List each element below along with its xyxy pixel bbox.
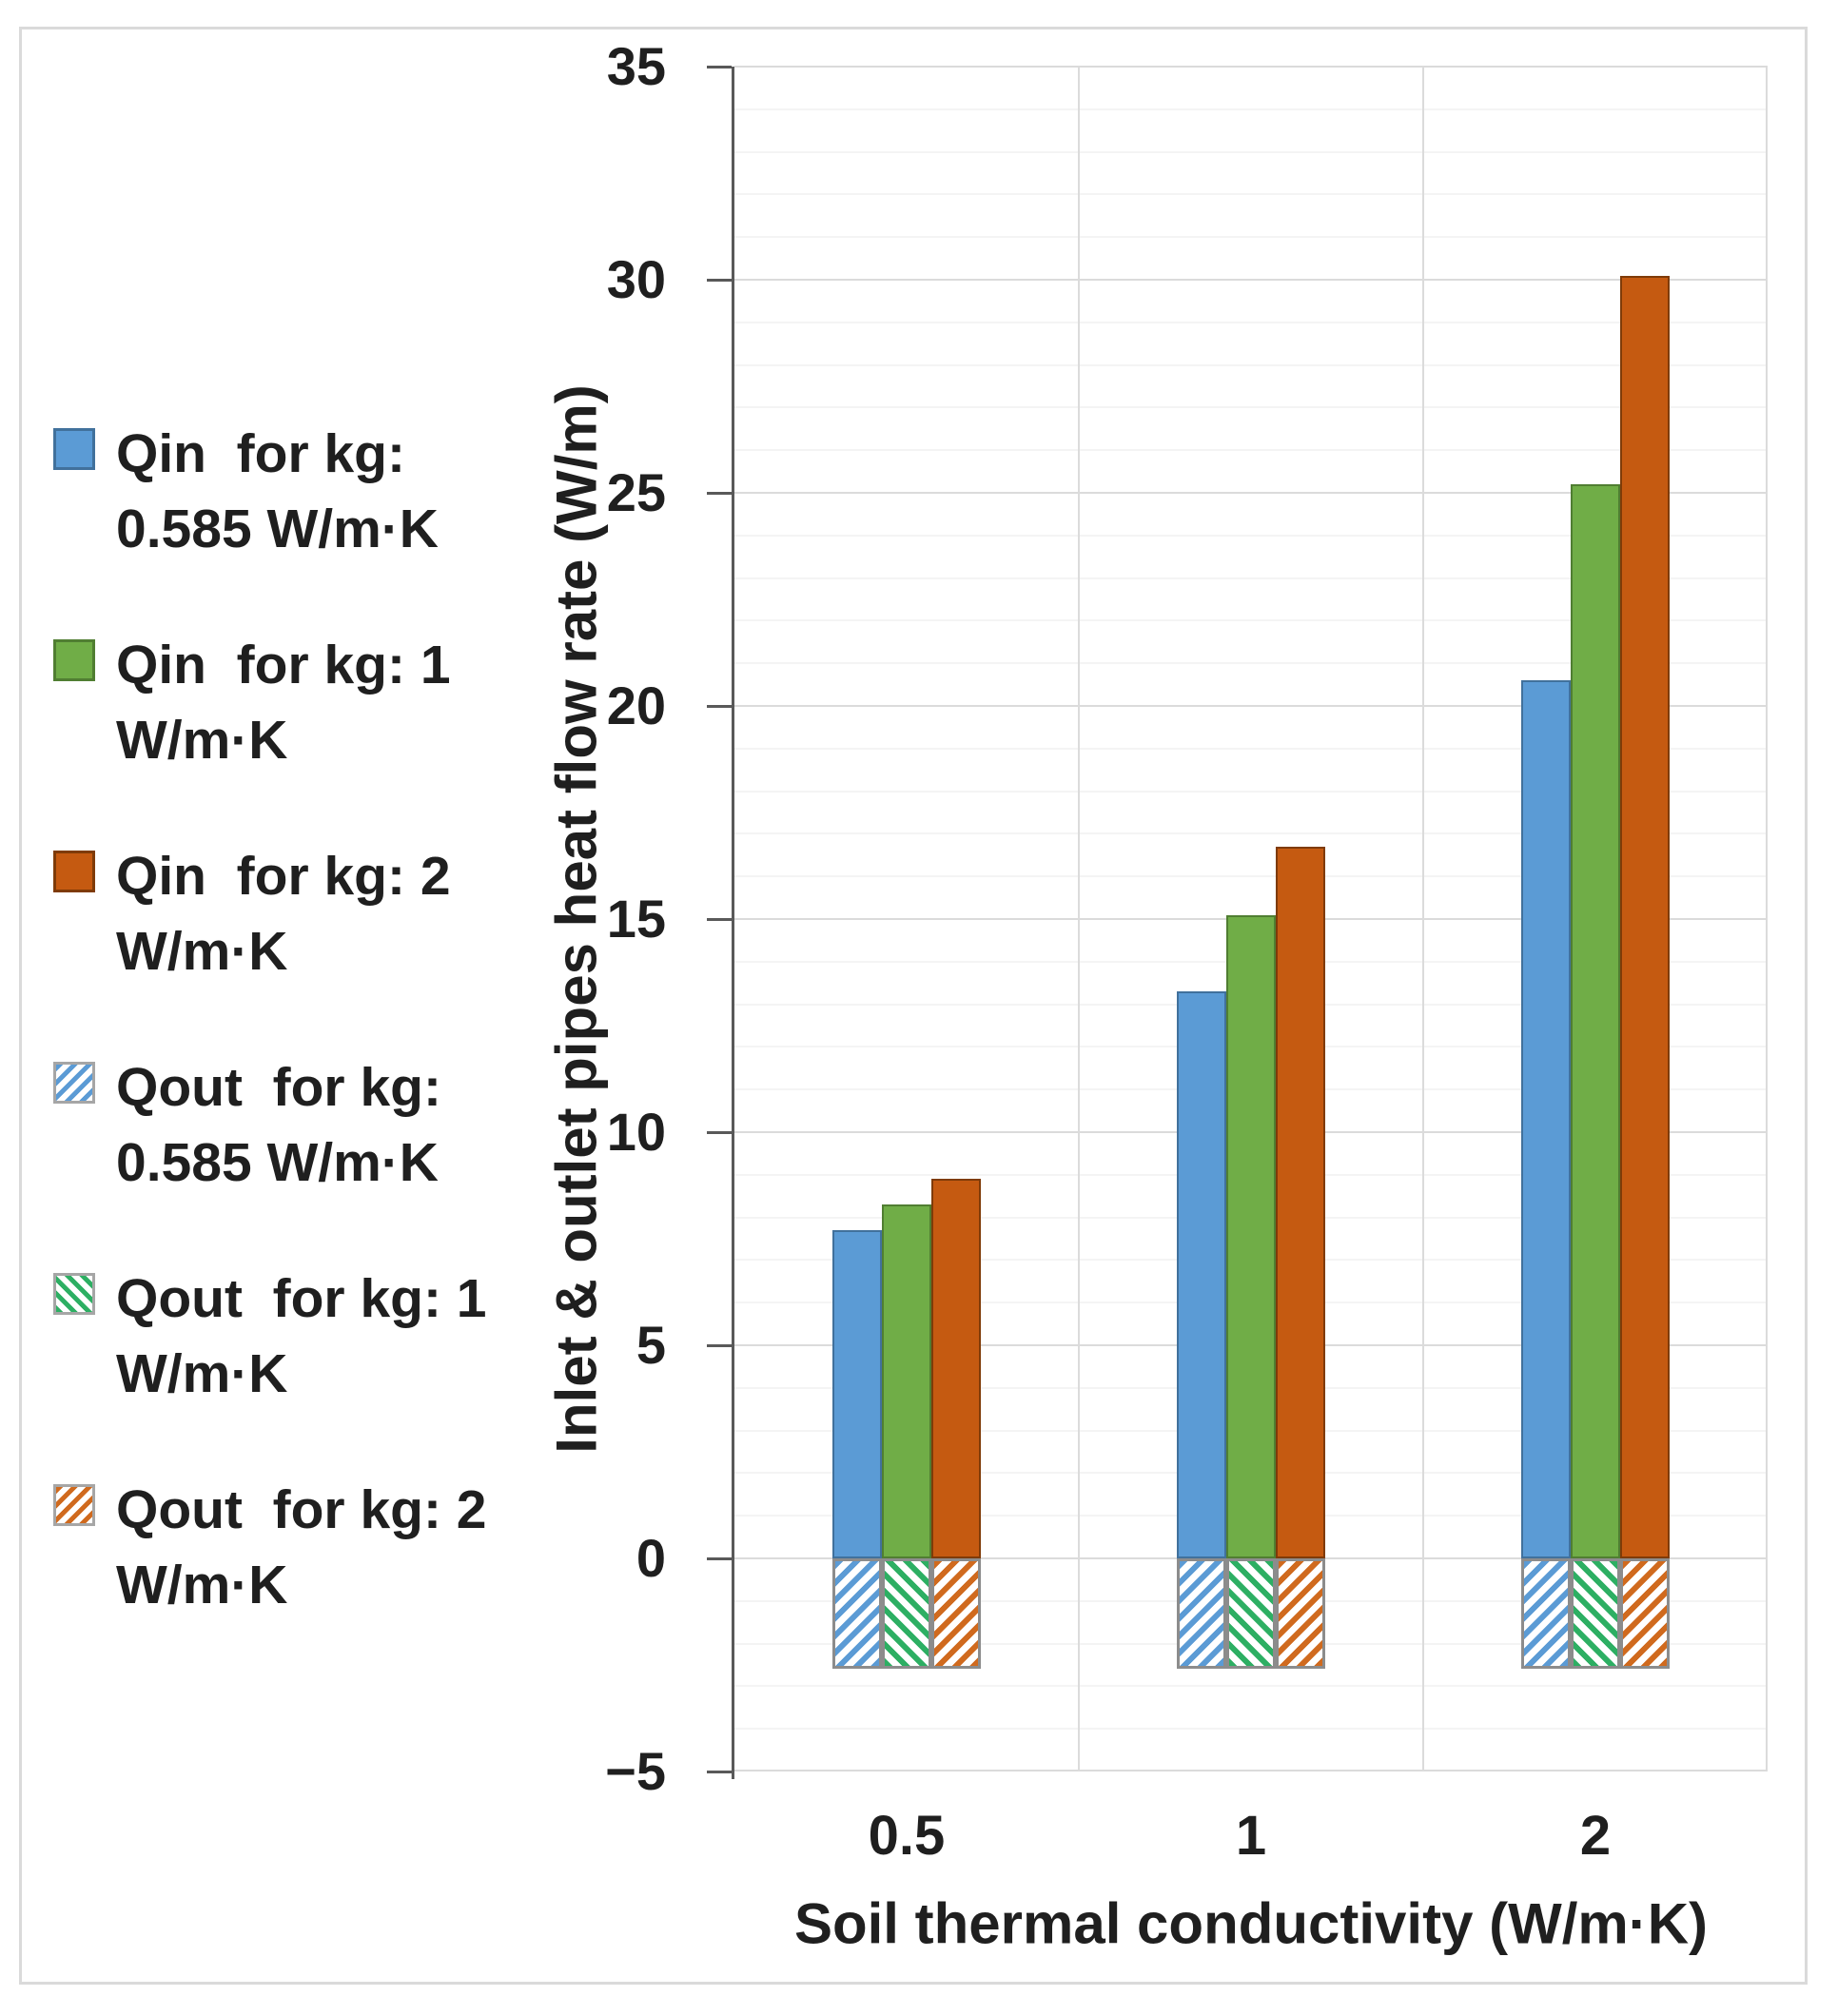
- category-boundary-gridline: [1078, 67, 1080, 1771]
- minor-gridline: [734, 577, 1768, 579]
- bar-qin-cat1: [1177, 991, 1226, 1558]
- x-axis-title: Soil thermal conductivity (W/m·K): [793, 1891, 1709, 1956]
- bar-qout-cat2: [1620, 1558, 1670, 1669]
- minor-gridline: [734, 832, 1768, 835]
- minor-gridline: [734, 150, 1768, 153]
- major-gridline: [734, 1770, 1768, 1771]
- y-axis-tick: [707, 491, 732, 495]
- legend-swatch-qin: [53, 851, 95, 892]
- minor-gridline: [734, 747, 1768, 750]
- legend-swatch-qout: [53, 1062, 95, 1104]
- plot-right-border: [1766, 67, 1768, 1771]
- figure-border: [19, 27, 1808, 1985]
- bar-qin-cat2: [1571, 484, 1620, 1558]
- x-tick-label: 1: [1235, 1805, 1267, 1867]
- y-tick-label: 20: [606, 675, 666, 735]
- minor-gridline: [734, 363, 1768, 366]
- y-tick-label: −5: [605, 1741, 666, 1801]
- y-axis-tick: [707, 704, 732, 708]
- bar-qin-cat0: [931, 1179, 981, 1558]
- legend: Qin for kg: 0.585 W/m·K Qin for kg: 1 W/m…: [53, 417, 500, 1623]
- legend-swatch-qout: [53, 1273, 95, 1315]
- bar-qout-cat1: [1276, 1558, 1325, 1669]
- bar-qin-cat1: [1226, 915, 1276, 1558]
- bar-qout-cat0: [832, 1558, 882, 1669]
- minor-gridline: [734, 1685, 1768, 1688]
- minor-gridline: [734, 236, 1768, 239]
- bar-qout-cat2: [1571, 1558, 1620, 1669]
- minor-gridline: [734, 1728, 1768, 1731]
- bar-qin-cat2: [1521, 680, 1571, 1558]
- legend-item: Qout for kg: 2 W/m·K: [53, 1473, 500, 1623]
- y-tick-label: 25: [606, 462, 666, 522]
- y-axis-tick: [707, 1130, 732, 1134]
- y-tick-label: 0: [635, 1528, 666, 1588]
- x-tick-label: 2: [1579, 1805, 1612, 1867]
- bar-qout-cat2: [1521, 1558, 1571, 1669]
- legend-label: Qin for kg: 2 W/m·K: [116, 846, 451, 982]
- y-tick-label: 5: [635, 1315, 666, 1375]
- bar-qout-cat1: [1226, 1558, 1276, 1669]
- major-gridline: [734, 279, 1768, 281]
- legend-item: Qin for kg: 0.585 W/m·K: [53, 417, 500, 567]
- minor-gridline: [734, 193, 1768, 196]
- legend-swatch-qin: [53, 639, 95, 681]
- minor-gridline: [734, 875, 1768, 878]
- y-tick-label: 15: [606, 889, 666, 949]
- x-tick-label: 0.5: [868, 1805, 946, 1867]
- y-tick-label: 10: [606, 1102, 666, 1162]
- legend-swatch-qout: [53, 1484, 95, 1526]
- minor-gridline: [734, 449, 1768, 452]
- minor-gridline: [734, 790, 1768, 793]
- minor-gridline: [734, 534, 1768, 537]
- bar-qin-cat0: [882, 1204, 931, 1558]
- minor-gridline: [734, 406, 1768, 409]
- legend-item: Qout for kg: 0.585 W/m·K: [53, 1050, 500, 1201]
- bar-qin-cat1: [1276, 847, 1325, 1558]
- legend-swatch-qin: [53, 428, 95, 470]
- category-boundary-gridline: [1422, 67, 1424, 1771]
- legend-label: Qout for kg: 0.585 W/m·K: [116, 1057, 441, 1193]
- minor-gridline: [734, 662, 1768, 665]
- y-axis-tick: [707, 278, 732, 282]
- legend-label: Qin for kg: 0.585 W/m·K: [116, 423, 439, 559]
- bar-qin-cat0: [832, 1230, 882, 1558]
- bar-qout-cat1: [1177, 1558, 1226, 1669]
- y-axis-tick: [707, 1556, 732, 1560]
- legend-item: Qin for kg: 2 W/m·K: [53, 839, 500, 989]
- minor-gridline: [734, 619, 1768, 622]
- minor-gridline: [734, 321, 1768, 323]
- bar-qin-cat2: [1620, 276, 1670, 1558]
- major-gridline: [734, 66, 1768, 68]
- y-axis-tick: [707, 1343, 732, 1347]
- y-tick-label: 30: [606, 249, 666, 309]
- y-axis-tick: [707, 917, 732, 921]
- y-axis-tick: [707, 65, 732, 69]
- legend-item: Qin for kg: 1 W/m·K: [53, 628, 500, 778]
- legend-item: Qout for kg: 1 W/m·K: [53, 1262, 500, 1412]
- bar-qout-cat0: [931, 1558, 981, 1669]
- legend-label: Qout for kg: 2 W/m·K: [116, 1479, 487, 1615]
- y-axis-tick: [707, 1770, 732, 1773]
- legend-label: Qout for kg: 1 W/m·K: [116, 1268, 487, 1404]
- y-axis-line: [732, 67, 734, 1779]
- major-gridline: [734, 492, 1768, 494]
- minor-gridline: [734, 108, 1768, 110]
- y-tick-label: 35: [606, 36, 666, 96]
- plot-area: [707, 65, 1768, 1779]
- major-gridline: [734, 705, 1768, 707]
- legend-label: Qin for kg: 1 W/m·K: [116, 635, 451, 771]
- bar-qout-cat0: [882, 1558, 931, 1669]
